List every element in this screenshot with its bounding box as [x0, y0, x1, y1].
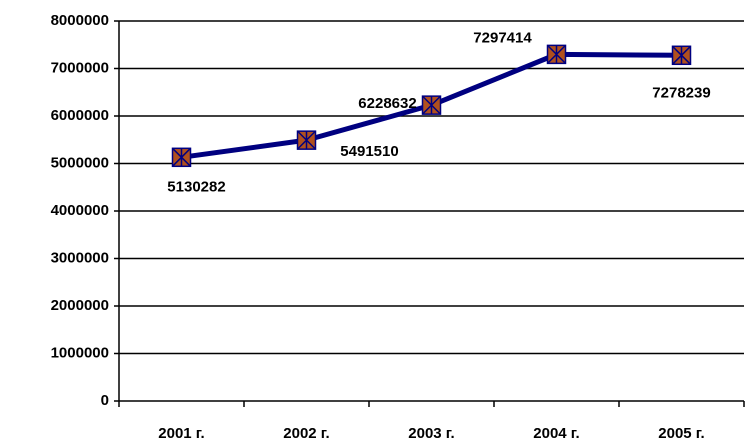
x-tick-label: 2004 г. — [533, 425, 579, 442]
marker-cross — [546, 44, 567, 64]
data-label: 5491510 — [340, 143, 398, 160]
data-label: 7278239 — [652, 84, 710, 101]
y-tick-label: 3000000 — [51, 249, 109, 266]
y-tick-label: 5000000 — [51, 154, 109, 171]
data-label: 5130282 — [167, 178, 225, 195]
marker-cross — [421, 95, 442, 115]
y-tick-label: 4000000 — [51, 202, 109, 219]
marker-cross — [296, 130, 317, 150]
y-tick-label: 1000000 — [51, 344, 109, 361]
y-tick-label: 6000000 — [51, 107, 109, 124]
y-tick-label: 0 — [101, 392, 109, 409]
marker-cross — [171, 147, 192, 167]
y-tick-label: 7000000 — [51, 59, 109, 76]
y-tick-label: 8000000 — [51, 12, 109, 29]
marker-cross — [671, 45, 692, 65]
x-tick-label: 2003 г. — [408, 425, 454, 442]
data-label: 6228632 — [358, 95, 416, 112]
x-tick-label: 2005 г. — [658, 425, 704, 442]
y-tick-label: 2000000 — [51, 297, 109, 314]
data-label: 7297414 — [473, 29, 532, 46]
x-tick-label: 2002 г. — [283, 425, 329, 442]
x-tick-label: 2001 г. — [158, 425, 204, 442]
